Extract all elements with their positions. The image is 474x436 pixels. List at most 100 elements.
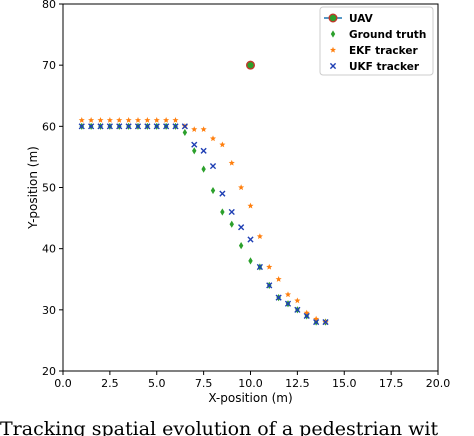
data-point: [275, 294, 282, 301]
series-ground-truth: [79, 122, 328, 326]
data-point: [106, 123, 113, 130]
y-tick-label: 80: [42, 0, 56, 11]
data-point: [247, 236, 254, 243]
data-point: [245, 60, 255, 70]
legend-marker: [330, 30, 336, 38]
data-point: [266, 263, 273, 270]
data-point: [97, 123, 104, 130]
data-point: [209, 135, 217, 142]
data-point: [88, 123, 95, 130]
data-point: [144, 117, 151, 123]
legend-label: UKF tracker: [349, 61, 420, 73]
data-point: [322, 318, 329, 326]
data-point: [228, 159, 235, 166]
y-tick-label: 50: [42, 182, 56, 195]
series-uav: [245, 60, 255, 70]
data-point: [182, 128, 188, 137]
data-point: [153, 123, 160, 130]
data-point: [172, 117, 179, 123]
x-tick-label: 0.0: [54, 377, 72, 390]
x-tick-label: 17.5: [379, 377, 404, 390]
data-point: [134, 117, 142, 123]
axes: 0.0 2.5 5.0 7.5 10.0 12.5 15.0 17.5 20.0 20 30 40 50…: [26, 0, 450, 405]
y-tick-label: 70: [42, 59, 56, 72]
y-tick-label: 60: [42, 120, 56, 133]
data-point: [284, 300, 292, 307]
legend-label: Ground truth: [349, 29, 426, 41]
plot-area: [78, 60, 329, 326]
data-point: [313, 315, 320, 322]
x-tick-label: 10.0: [238, 377, 263, 390]
data-point: [210, 186, 216, 195]
data-point: [134, 123, 142, 130]
x-tick-label: 7.5: [195, 377, 213, 390]
data-point: [88, 117, 95, 123]
data-point: [256, 263, 263, 271]
legend-marker: [329, 46, 337, 53]
data-point: [256, 233, 263, 240]
x-tick-label: 20.0: [426, 377, 451, 390]
data-point: [229, 220, 234, 228]
y-tick-label: 20: [42, 365, 56, 378]
data-point: [200, 126, 207, 132]
data-point: [266, 282, 273, 289]
series-ekf-tracker: [78, 117, 329, 325]
legend-label: EKF tracker: [349, 45, 418, 57]
y-tick-label: 40: [42, 243, 56, 256]
y-axis-label: Y-position (m): [26, 146, 40, 230]
data-point: [163, 117, 170, 123]
data-point: [78, 117, 85, 123]
x-axis-label: X-position (m): [208, 391, 292, 405]
x-tick-label: 5.0: [148, 377, 166, 390]
data-point: [247, 202, 254, 209]
data-point: [220, 208, 225, 216]
data-point: [163, 123, 170, 130]
data-point: [275, 276, 282, 282]
data-point: [116, 123, 123, 130]
legend-marker: [328, 13, 338, 23]
data-point: [238, 224, 245, 231]
data-point: [313, 318, 320, 326]
legend: UAV Ground truth EKF tracker UKF tracker: [319, 6, 434, 76]
data-point: [116, 117, 123, 123]
data-point: [172, 123, 179, 130]
data-point: [284, 291, 292, 298]
x-tick-label: 2.5: [101, 377, 119, 390]
data-point: [238, 242, 244, 250]
data-point: [219, 190, 226, 197]
data-point: [248, 257, 253, 265]
data-point: [153, 117, 160, 123]
data-point: [125, 123, 132, 130]
data-point: [294, 306, 301, 313]
legend-label: UAV: [349, 13, 374, 25]
legend-marker: [329, 62, 337, 70]
data-point: [219, 141, 226, 148]
data-point: [294, 297, 301, 304]
legend-entry: Ground truth: [330, 29, 426, 41]
legend-box: [319, 6, 434, 76]
y-tick-label: 30: [42, 304, 56, 317]
x-tick-label: 15.0: [332, 377, 357, 390]
legend-entry: UKF tracker: [329, 61, 420, 73]
series-ukf-tracker: [78, 123, 329, 326]
data-point: [209, 162, 217, 170]
data-point: [303, 309, 310, 316]
data-point: [191, 141, 198, 148]
data-point: [228, 208, 235, 216]
data-point: [192, 147, 197, 155]
data-point: [144, 123, 151, 130]
data-point: [181, 123, 188, 130]
x-tick-label: 12.5: [285, 377, 310, 390]
figure-caption: Tracking spatial evolution of a pedestri…: [0, 418, 439, 436]
data-point: [200, 147, 207, 154]
legend-entry: EKF tracker: [329, 45, 418, 57]
data-point: [191, 126, 198, 132]
data-point: [201, 165, 206, 173]
data-point: [303, 312, 310, 320]
data-point: [97, 117, 104, 123]
data-point: [78, 123, 85, 130]
data-point: [106, 117, 113, 123]
data-point: [238, 184, 245, 191]
data-point: [125, 117, 132, 123]
